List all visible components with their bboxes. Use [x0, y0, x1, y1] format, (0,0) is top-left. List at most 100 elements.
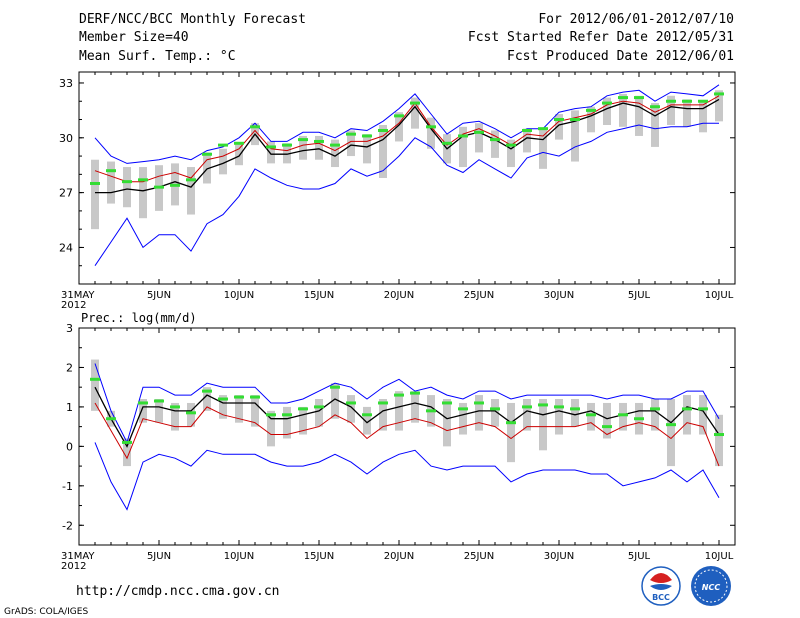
precipitation-spread-box-day-31	[571, 399, 579, 427]
temperature-ensemble-max-line	[94, 84, 720, 164]
temperature-control-line	[94, 95, 720, 183]
precipitation-x-tick-label-7: 5JUL	[628, 551, 651, 562]
member-size: Member Size=40	[79, 30, 189, 45]
temperature-x-tick-label-4: 20JUN	[384, 290, 414, 301]
precipitation-spread-box-day-19	[379, 399, 387, 431]
precipitation-spread-box-day-14	[299, 406, 307, 435]
bcc-logo-swirl-red	[650, 573, 672, 583]
temperature-spread-box-day-18	[363, 134, 371, 164]
temperature-spread-box-day-28	[523, 128, 531, 153]
temperature-spread-box-day-32	[587, 106, 595, 133]
temperature-spread-box-day-1	[91, 159, 99, 230]
precipitation-y-tick-label-4: 2	[66, 361, 73, 374]
precipitation-x-tick-label-8: 10JUL	[705, 551, 734, 562]
precipitation-x-tick-label-4: 20JUN	[384, 551, 414, 562]
precipitation-title: Prec.: log(mm/d)	[81, 311, 197, 325]
forecast-period: For 2012/06/01-2012/07/10	[538, 12, 734, 27]
temperature-x-tick-label-5: 25JUN	[464, 290, 494, 301]
precipitation-ensemble-mean-line	[94, 386, 720, 448]
temperature-ensemble-min-line	[94, 122, 719, 266]
temperature-spread-box-day-25	[475, 123, 483, 153]
temperature-spread-box-day-21	[411, 97, 419, 129]
precipitation-plot-frame	[78, 327, 736, 546]
precipitation-spread-box-day-28	[523, 399, 531, 431]
precipitation-x-tick-label-0: 31MAY	[61, 551, 95, 562]
precipitation-spread-box-day-32	[587, 402, 595, 431]
precipitation-x-tick-label-2: 10JUN	[224, 551, 254, 562]
variable-label: Mean Surf. Temp.: °C	[79, 49, 236, 64]
precipitation-spread-box-day-37	[667, 399, 675, 467]
temperature-spread-box-day-38	[683, 99, 691, 127]
temperature-spread-box-day-29	[539, 128, 547, 169]
precipitation-y-tick-label-1: -1	[62, 480, 73, 493]
precipitation-spread-box-day-26	[491, 399, 499, 427]
temperature-spread-box-day-33	[603, 97, 611, 125]
precipitation-control-line	[94, 402, 720, 467]
temperature-spread-box-day-40	[715, 90, 723, 122]
precipitation-x-tick-label-5: 25JUN	[464, 551, 494, 562]
precipitation-ensemble-min-line	[94, 442, 720, 511]
temperature-spread-box-day-30	[555, 114, 563, 140]
precipitation-ensemble-max-line	[94, 363, 720, 444]
temperature-spread-box-day-8	[203, 152, 211, 184]
temperature-spread-box-day-27	[507, 139, 515, 168]
precipitation-spread-box-day-18	[363, 406, 371, 435]
footer-url[interactable]: http://cmdp.ncc.cma.gov.cn	[76, 584, 280, 599]
forecast-started-date: Fcst Started Refer Date 2012/05/31	[468, 30, 734, 45]
precipitation-x-tick-label-3: 15JUN	[304, 551, 334, 562]
temperature-spread-box-day-7	[187, 167, 195, 215]
temperature-x-tick-label-7: 5JUL	[628, 290, 651, 301]
precipitation-spread-box-day-24	[459, 402, 467, 435]
temperature-x-tick-label-0: 31MAY	[61, 290, 95, 301]
grads-credit: GrADS: COLA/IGES	[4, 607, 88, 617]
forecast-produced-date: Fcst Produced Date 2012/06/01	[507, 49, 734, 64]
precipitation-y-tick-label-3: 1	[66, 401, 73, 414]
temperature-spread-box-day-3	[123, 167, 131, 208]
precipitation-x-tick-label-1: 5JUN	[147, 551, 171, 562]
temperature-spread-box-day-4	[139, 167, 147, 219]
precipitation-spread-box-day-39	[699, 395, 707, 435]
precipitation-spread-box-day-27	[507, 402, 515, 463]
temperature-x-year-label: 2012	[61, 300, 86, 311]
temperature-spread-box-day-39	[699, 101, 707, 133]
temperature-spread-box-day-26	[491, 130, 499, 158]
precipitation-spread-box-day-9	[219, 395, 227, 419]
precipitation-spread-box-day-13	[283, 406, 291, 439]
temperature-spread-box-day-13	[283, 143, 291, 164]
precipitation-spread-box-day-25	[475, 395, 483, 431]
temperature-spread-box-day-35	[635, 95, 643, 136]
temperature-spread-box-day-34	[619, 93, 627, 127]
figure-title: DERF/NCC/BCC Monthly Forecast	[79, 12, 306, 27]
precipitation-spread-box-day-15	[315, 399, 323, 427]
precipitation-spread-box-day-1	[91, 359, 99, 411]
precipitation-spread-box-day-4	[139, 399, 147, 423]
temperature-spread-box-day-31	[571, 110, 579, 162]
ncc-logo-ring	[694, 569, 728, 603]
precipitation-y-tick-label-0: -2	[62, 519, 73, 532]
temperature-x-tick-label-6: 30JUN	[544, 290, 574, 301]
precipitation-spread-box-day-7	[187, 402, 195, 427]
temperature-spread-box-day-37	[667, 95, 675, 125]
temperature-x-tick-label-8: 10JUL	[705, 290, 734, 301]
ncc-logo-text: NCC	[702, 583, 721, 592]
precipitation-spread-box-day-40	[715, 414, 723, 467]
precipitation-spread-box-day-21	[411, 391, 419, 423]
temperature-ensemble-mean-line	[95, 98, 720, 194]
temperature-spread-box-day-14	[299, 135, 307, 160]
temperature-spread-box-day-16	[331, 139, 339, 168]
temperature-spread-box-day-10	[235, 143, 243, 166]
precipitation-plot-area	[90, 359, 724, 511]
temperature-y-tick-label-0: 24	[59, 241, 73, 254]
temperature-plot-frame	[78, 71, 736, 285]
precipitation-panel: Prec.: log(mm/d) 31MAY 5JUN 10JUN 15JUN 20JU…	[61, 311, 736, 572]
temperature-spread-box-day-17	[347, 130, 355, 157]
precipitation-spread-box-day-12	[267, 410, 275, 447]
temperature-panel: 31MAY 5JUN 10JUN 15JUN 20JUN 25JUN 30JUN 5JUL 10…	[59, 71, 736, 311]
precipitation-spread-box-day-23	[443, 399, 451, 447]
temperature-y-tick-label-2: 30	[59, 132, 73, 145]
precipitation-x-year-label: 2012	[61, 561, 86, 572]
bcc-logo-text: BCC	[652, 593, 670, 602]
precipitation-spread-box-day-34	[619, 402, 627, 431]
precipitation-spread-box-day-30	[555, 399, 563, 435]
bcc-logo-swirl-blue	[650, 584, 672, 590]
